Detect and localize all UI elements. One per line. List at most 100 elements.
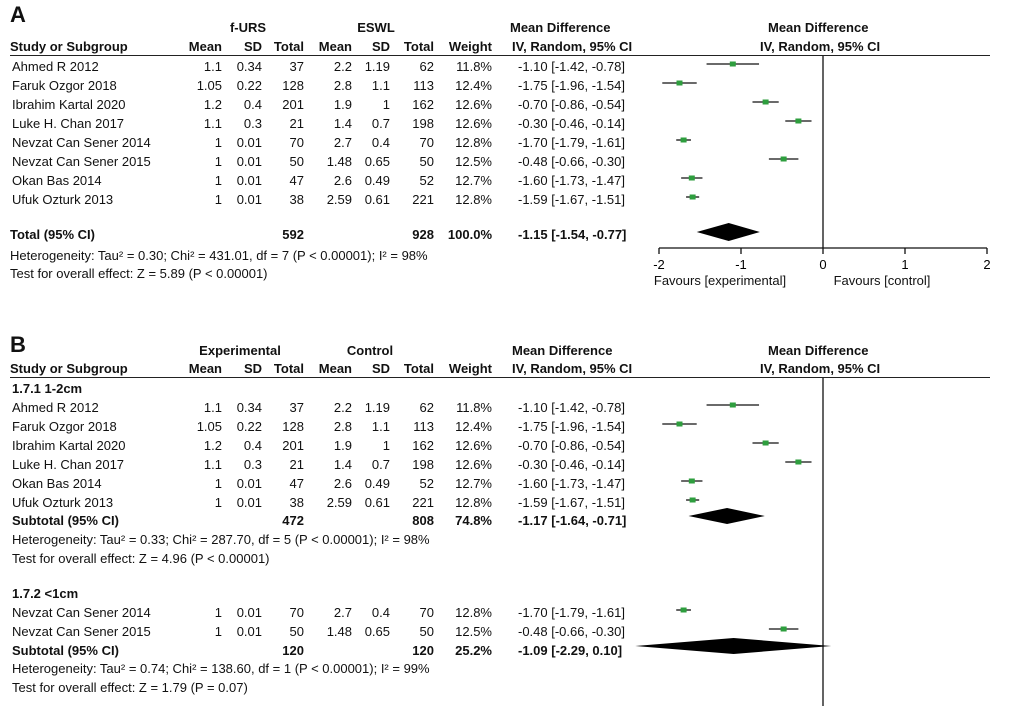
total-n1: 592 xyxy=(282,227,304,242)
weight: 12.6% xyxy=(455,97,492,112)
total-1: 47 xyxy=(289,173,304,188)
col-weight: Weight xyxy=(448,39,492,54)
total-2: 162 xyxy=(412,438,434,453)
subtotal-n2: 120 xyxy=(412,643,434,658)
subgroup-label: 1.7.2 <1cm xyxy=(12,586,79,601)
col-sd-1: SD xyxy=(243,361,262,376)
ci-text: -1.10 [-1.42, -0.78] xyxy=(518,59,625,74)
total-1: 21 xyxy=(289,116,304,131)
subtotal-label: Subtotal (95% CI) xyxy=(12,643,119,658)
total-2: 162 xyxy=(412,97,434,112)
total-2: 198 xyxy=(412,116,434,131)
total-2: 62 xyxy=(419,59,434,74)
point-estimate-marker xyxy=(676,80,683,86)
total-1: 128 xyxy=(282,419,304,434)
x-tick-label: 0 xyxy=(819,257,826,272)
plot-title: Mean Difference xyxy=(768,20,869,35)
study-name: Ahmed R 2012 xyxy=(12,59,99,74)
mean-1: 1.05 xyxy=(196,78,222,93)
total-2: 221 xyxy=(412,495,434,510)
sd-2: 0.65 xyxy=(364,154,390,169)
sd-1: 0.4 xyxy=(243,438,262,453)
total-1: 201 xyxy=(282,438,304,453)
ci-text: -0.30 [-0.46, -0.14] xyxy=(518,116,625,131)
col-total-1: Total xyxy=(273,361,304,376)
group1-label: Experimental xyxy=(199,343,281,358)
header-rule xyxy=(10,55,990,56)
mean-2: 1.4 xyxy=(333,116,352,131)
mean-1: 1 xyxy=(214,135,222,150)
x-tick-label: -1 xyxy=(735,257,747,272)
study-name: Ibrahim Kartal 2020 xyxy=(12,438,126,453)
col-sd-2: SD xyxy=(371,361,390,376)
total-1: 70 xyxy=(289,605,304,620)
weight: 12.8% xyxy=(455,192,492,207)
mean-1: 1 xyxy=(214,154,222,169)
study-name: Nevzat Can Sener 2014 xyxy=(12,135,151,150)
mean-2: 2.8 xyxy=(333,78,352,93)
sd-1: 0.01 xyxy=(236,135,262,150)
col-weight: Weight xyxy=(448,361,492,376)
subtotal-label: Subtotal (95% CI) xyxy=(12,513,119,528)
point-estimate-marker xyxy=(729,402,736,408)
pooled-diamond xyxy=(696,223,760,241)
sd-2: 0.4 xyxy=(371,605,390,620)
total-1: 37 xyxy=(289,59,304,74)
study-name: Ahmed R 2012 xyxy=(12,400,99,415)
mean-2: 1.48 xyxy=(326,624,352,639)
forest-plot-a: -2 -1 0 1 2 xyxy=(653,56,991,272)
total-2: 221 xyxy=(412,192,434,207)
total-1: 201 xyxy=(282,97,304,112)
total-2: 70 xyxy=(419,605,434,620)
heterogeneity-text: Heterogeneity: Tau² = 0.30; Chi² = 431.0… xyxy=(10,248,428,263)
sd-2: 1.1 xyxy=(371,419,390,434)
point-estimate-marker xyxy=(780,156,787,162)
study-name: Ufuk Ozturk 2013 xyxy=(12,495,114,510)
mean-1: 1.1 xyxy=(203,59,222,74)
forest-plot-b xyxy=(635,378,832,706)
sd-1: 0.3 xyxy=(243,116,262,131)
total-1: 50 xyxy=(289,624,304,639)
subtotal-weight: 74.8% xyxy=(455,513,492,528)
total-label: Total (95% CI) xyxy=(10,227,95,242)
panel-a: A f-URS ESWL Mean Difference Mean Differ… xyxy=(0,0,1013,320)
col-sd-1: SD xyxy=(243,39,262,54)
point-estimate-marker xyxy=(680,607,687,613)
study-name: Ufuk Ozturk 2013 xyxy=(12,192,114,207)
mean-2: 1.48 xyxy=(326,154,352,169)
panel-b: B Experimental Control Mean Difference M… xyxy=(0,330,1013,706)
sd-1: 0.01 xyxy=(236,624,262,639)
mean-2: 2.7 xyxy=(333,605,352,620)
point-estimate-marker xyxy=(689,194,696,200)
total-weight: 100.0% xyxy=(447,227,492,242)
mean-1: 1.1 xyxy=(203,400,222,415)
sd-2: 1.19 xyxy=(364,59,390,74)
point-estimate-marker xyxy=(689,497,696,503)
weight: 12.6% xyxy=(455,116,492,131)
study-name: Luke H. Chan 2017 xyxy=(12,116,125,131)
total-1: 38 xyxy=(289,192,304,207)
sd-1: 0.01 xyxy=(236,173,262,188)
favours-right: Favours [control] xyxy=(833,273,931,288)
sd-2: 1 xyxy=(382,438,390,453)
total-2: 50 xyxy=(419,624,434,639)
mean-1: 1 xyxy=(214,476,222,491)
col-total-2: Total xyxy=(403,361,434,376)
sd-1: 0.34 xyxy=(236,59,262,74)
study-name: Nevzat Can Sener 2015 xyxy=(12,154,151,169)
sd-2: 0.61 xyxy=(364,495,390,510)
ci-text: -0.30 [-0.46, -0.14] xyxy=(518,457,625,472)
sd-2: 1.19 xyxy=(364,400,390,415)
mean-1: 1.1 xyxy=(203,457,222,472)
ci-text: -1.10 [-1.42, -0.78] xyxy=(518,400,625,415)
sd-2: 1 xyxy=(382,97,390,112)
ci-text: -1.59 [-1.67, -1.51] xyxy=(518,495,625,510)
col-mean-1: Mean xyxy=(188,39,222,54)
point-estimate-marker xyxy=(780,626,787,632)
subtotal-n2: 808 xyxy=(412,513,434,528)
ci-text: -0.70 [-0.86, -0.54] xyxy=(518,97,625,112)
total-2: 113 xyxy=(413,419,434,434)
col-total-1: Total xyxy=(273,39,304,54)
mean-2: 2.6 xyxy=(333,173,352,188)
mean-2: 1.4 xyxy=(333,457,352,472)
